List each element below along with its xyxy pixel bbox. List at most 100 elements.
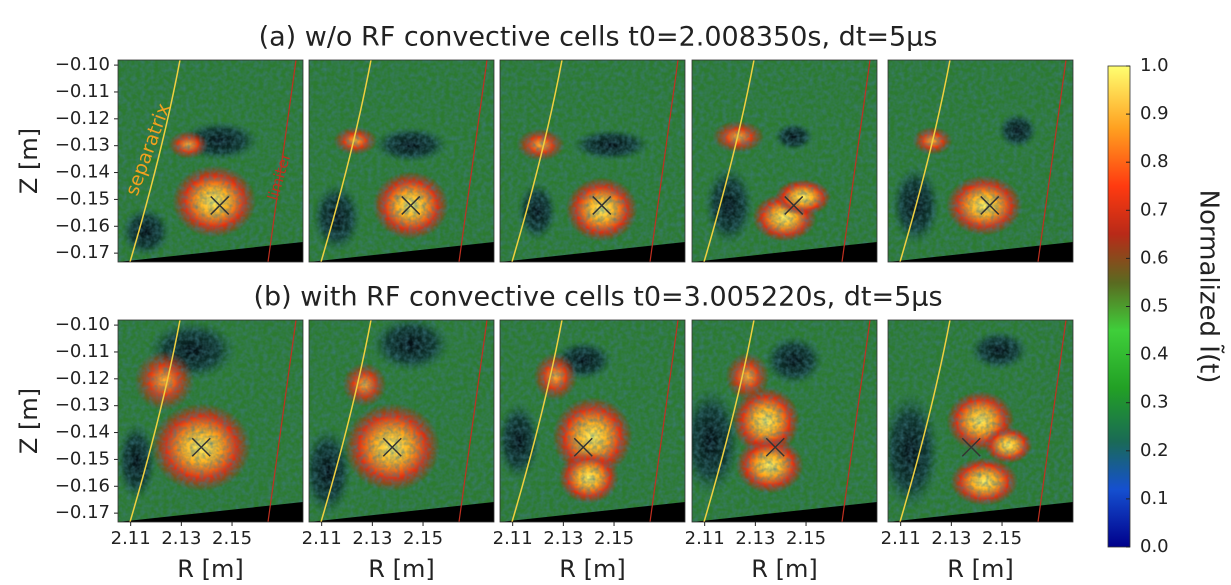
limiter-line: [841, 60, 871, 262]
probe-marker: [573, 437, 593, 457]
probe-marker: [191, 437, 211, 457]
y-tick-label: −0.16: [55, 215, 110, 236]
x-tick-label: 2.15: [212, 528, 252, 549]
separatrix-line: [899, 60, 951, 262]
x-tick-label: 2.15: [786, 528, 826, 549]
panel-border: [691, 59, 878, 263]
image-panel: [308, 319, 495, 523]
y-tick-label: −0.15: [55, 188, 110, 209]
separatrix-line: [511, 320, 563, 522]
probe-marker: [382, 437, 402, 457]
y-tick-label: −0.11: [55, 81, 110, 102]
image-panel: [117, 59, 304, 263]
panel-border: [887, 319, 1074, 523]
colorbar-tick-label: 0.0: [1140, 536, 1169, 557]
x-tick-label: 2.13: [161, 528, 201, 549]
x-tick-label: 2.15: [594, 528, 634, 549]
x-axis-label: R [m]: [751, 555, 817, 583]
x-tick-label: 2.13: [543, 528, 583, 549]
limiter-line: [458, 60, 488, 262]
separatrix-line: [129, 320, 181, 522]
colorbar-tick-label: 0.2: [1140, 440, 1169, 461]
shadow-wedge: [888, 502, 1073, 522]
probe-marker: [961, 437, 981, 457]
shadow-wedge: [118, 242, 303, 262]
x-tick-label: 2.11: [685, 528, 725, 549]
shadow-wedge: [309, 502, 494, 522]
x-tick-label: 2.13: [735, 528, 775, 549]
colorbar-tick-label: 0.5: [1140, 296, 1169, 317]
row-title: (a) w/o RF convective cells t0=2.008350s…: [259, 22, 938, 53]
probe-marker: [592, 195, 612, 215]
x-tick-label: 2.13: [931, 528, 971, 549]
y-tick-label: −0.12: [55, 108, 110, 129]
image-content: [692, 320, 877, 522]
separatrix-line: [703, 60, 755, 262]
panel-border: [308, 59, 495, 263]
limiter-line: [649, 60, 679, 262]
speckle: [500, 320, 685, 522]
limiter-line: [267, 60, 297, 262]
row-title: (b) with RF convective cells t0=3.005220…: [253, 282, 942, 313]
x-tick-label: 2.13: [352, 528, 392, 549]
colorbar-tick-label: 0.6: [1140, 247, 1169, 268]
y-tick-label: −0.13: [55, 135, 110, 156]
shadow-wedge: [309, 242, 494, 262]
separatrix-line: [320, 60, 372, 262]
probe-marker: [401, 195, 421, 215]
y-tick-label: −0.17: [55, 242, 110, 263]
y-tick-label: −0.16: [55, 475, 110, 496]
speckle: [888, 320, 1073, 522]
colorbar-tick-label: 0.4: [1140, 344, 1169, 365]
x-tick-label: 2.15: [982, 528, 1022, 549]
limiter-line: [267, 320, 297, 522]
y-tick-label: −0.12: [55, 368, 110, 389]
y-tick-label: −0.14: [55, 422, 110, 443]
speckle: [309, 60, 494, 262]
shadow-wedge: [888, 242, 1073, 262]
y-tick-label: −0.13: [55, 395, 110, 416]
separatrix-line: [129, 60, 181, 262]
image-panel: [499, 59, 686, 263]
separatrix-line: [899, 320, 951, 522]
probe-marker: [765, 437, 785, 457]
separatrix-line: [320, 320, 372, 522]
limiter-line: [841, 320, 871, 522]
image-content: [309, 60, 494, 262]
colorbar-tick-label: 0.1: [1140, 488, 1169, 509]
colorbar-tick-label: 0.7: [1140, 199, 1169, 220]
limiter-line: [458, 320, 488, 522]
image-panel: [887, 59, 1074, 263]
speckle: [888, 60, 1073, 262]
colorbar-label: Normalized Ĩ(t): [1194, 190, 1226, 384]
colorbar-tick-label: 0.3: [1140, 392, 1169, 413]
shadow-wedge: [692, 502, 877, 522]
speckle: [692, 60, 877, 262]
panel-border: [308, 319, 495, 523]
x-axis-label: R [m]: [368, 555, 434, 583]
y-tick-label: −0.15: [55, 448, 110, 469]
image-content: [888, 60, 1073, 262]
y-tick-label: −0.11: [55, 341, 110, 362]
image-panel: [691, 319, 878, 523]
image-panel: [499, 319, 686, 523]
probe-marker: [784, 195, 804, 215]
panel-border: [691, 319, 878, 523]
probe-marker: [980, 195, 1000, 215]
panel-border: [499, 59, 686, 263]
image-content: [118, 60, 303, 262]
x-axis-label: R [m]: [947, 555, 1013, 583]
image-content: [500, 320, 685, 522]
x-tick-label: 2.11: [111, 528, 151, 549]
shadow-wedge: [118, 502, 303, 522]
image-content: [888, 320, 1073, 522]
y-tick-label: −0.14: [55, 162, 110, 183]
separatrix-line: [703, 320, 755, 522]
image-panel: [117, 319, 304, 523]
shadow-wedge: [500, 242, 685, 262]
shadow-wedge: [500, 502, 685, 522]
y-axis-label: Z [m]: [15, 128, 43, 194]
speckle: [118, 320, 303, 522]
y-tick-label: −0.17: [55, 502, 110, 523]
speckle: [309, 320, 494, 522]
